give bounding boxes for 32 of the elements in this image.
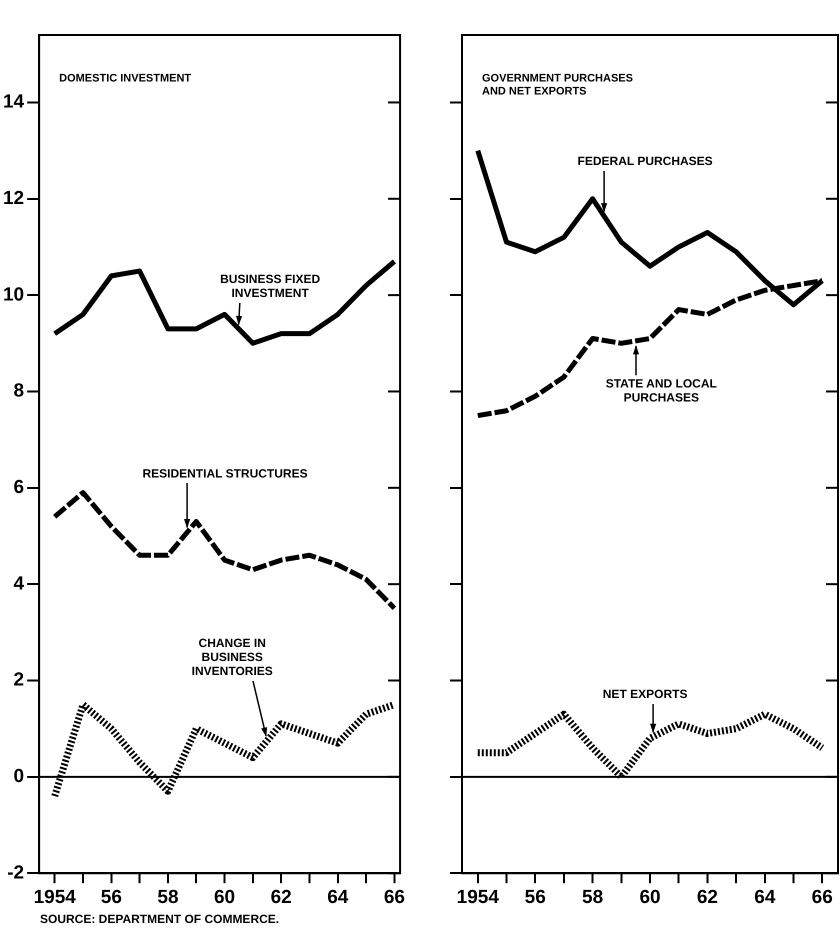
x-tick-label: 64 — [327, 886, 349, 908]
x-tick-label: 60 — [639, 886, 661, 908]
text: GOVERNMENT PURCHASES AND NET EXPORTS — [482, 72, 633, 98]
x-tick-label: 56 — [100, 886, 122, 908]
y-tick-label: 14 — [2, 92, 25, 113]
text: STATE AND LOCAL PURCHASES — [606, 376, 717, 405]
source-note: SOURCE: DEPARTMENT OF COMMERCE. — [40, 912, 280, 926]
text: RESIDENTIAL STRUCTURES — [142, 466, 308, 481]
x-tick-label: 60 — [214, 886, 236, 908]
x-tick-label: 66 — [812, 886, 833, 908]
series-label: BUSINESS FIXED INVESTMENT — [220, 272, 320, 300]
text: CHANGE IN BUSINESS INVENTORIES — [192, 636, 273, 678]
x-tick-label: 62 — [696, 886, 718, 908]
x-tick-label: 1954 — [34, 886, 76, 908]
y-tick-label: 12 — [2, 188, 24, 210]
text: DOMESTIC INVESTMENT — [59, 72, 192, 85]
x-tick-label: 62 — [270, 886, 292, 908]
x-tick-label: 58 — [582, 886, 604, 908]
x-tick-label: 64 — [754, 886, 776, 908]
y-tick-label: 0 — [14, 766, 24, 788]
y-tick-label: 10 — [2, 284, 24, 306]
x-tick-label: 66 — [384, 886, 405, 908]
y-tick-label: 8 — [14, 380, 24, 402]
text: FEDERAL PURCHASES — [578, 154, 713, 168]
x-tick-label: 58 — [157, 886, 179, 908]
y-tick-label: 4 — [14, 573, 25, 594]
text: NET EXPORTS — [602, 686, 688, 701]
y-tick-label: 2 — [14, 670, 24, 691]
x-tick-label: 1954 — [456, 886, 500, 908]
x-tick-label: 56 — [524, 886, 546, 908]
y-tick-label: -2 — [7, 862, 24, 884]
y-tick-label: 6 — [14, 477, 24, 498]
